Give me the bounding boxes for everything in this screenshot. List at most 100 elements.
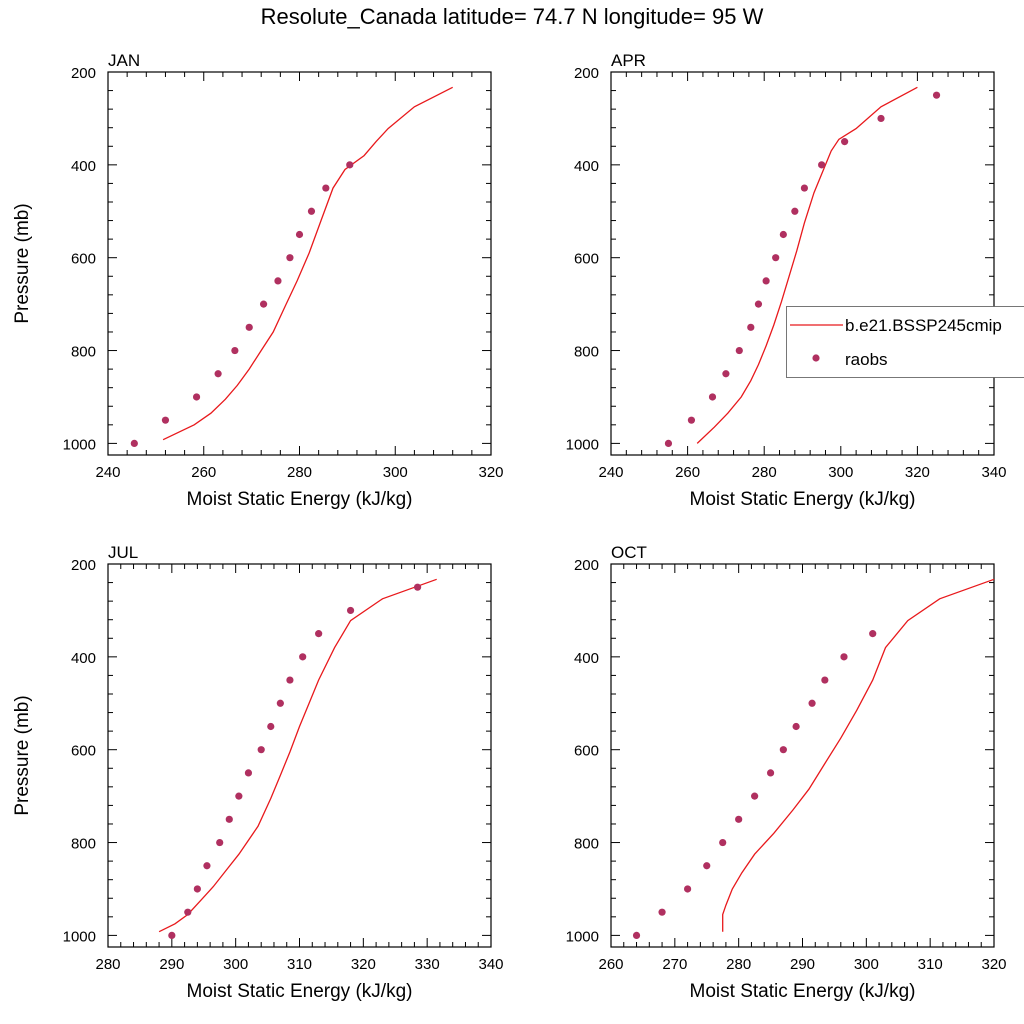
obs-marker bbox=[161, 416, 170, 424]
obs-marker bbox=[722, 370, 730, 378]
x-tick-label: 340 bbox=[981, 464, 1006, 481]
x-tick-label: 300 bbox=[383, 464, 408, 481]
x-axis-label: Moist Static Energy (kJ/kg) bbox=[187, 981, 413, 1002]
y-tick-label: 600 bbox=[574, 743, 599, 760]
x-axis-label: Moist Static Energy (kJ/kg) bbox=[690, 489, 916, 510]
obs-marker bbox=[184, 908, 192, 916]
obs-marker bbox=[754, 300, 763, 308]
x-tick-label: 240 bbox=[95, 464, 120, 481]
y-tick-label: 200 bbox=[574, 557, 599, 574]
series-line-model bbox=[696, 86, 918, 444]
x-tick-label: 320 bbox=[478, 464, 503, 481]
panel-label-jul: JUL bbox=[108, 543, 138, 562]
obs-marker bbox=[877, 114, 885, 123]
obs-marker bbox=[346, 161, 354, 169]
plot-frame bbox=[610, 563, 995, 948]
legend-label-obs: raobs bbox=[845, 350, 888, 369]
obs-marker bbox=[295, 230, 304, 239]
obs-marker bbox=[800, 184, 809, 192]
series-line-model bbox=[158, 578, 437, 933]
y-tick-label: 200 bbox=[574, 65, 599, 82]
obs-marker bbox=[245, 323, 253, 331]
x-tick-label: 280 bbox=[752, 464, 777, 481]
obs-marker bbox=[216, 838, 224, 847]
obs-marker bbox=[322, 184, 330, 192]
obs-marker bbox=[267, 722, 275, 731]
series-line-model bbox=[722, 578, 995, 932]
y-tick-label: 800 bbox=[574, 344, 599, 361]
x-tick-label: 310 bbox=[918, 956, 943, 973]
x-tick-label: 300 bbox=[223, 956, 248, 973]
y-tick-label: 600 bbox=[71, 251, 96, 268]
obs-marker bbox=[231, 346, 239, 355]
panel-jul: 280 290 300 310 320 330 340 200 400 600 800 1000 JUL… bbox=[12, 543, 504, 1002]
y-tick-label: 600 bbox=[574, 251, 599, 268]
y-tick-label: 600 bbox=[71, 743, 96, 760]
obs-marker bbox=[286, 254, 294, 262]
legend-label-model: b.e21.BSSP245cmip bbox=[845, 316, 1002, 335]
plot-frame bbox=[610, 71, 995, 456]
y-axis-label: Pressure (mb) bbox=[12, 203, 33, 323]
y-tick-label: 200 bbox=[71, 557, 96, 574]
panel-label-oct: OCT bbox=[611, 543, 647, 562]
panel-oct: 260 270 280 290 300 310 320 200 400 600 800 1000 OCT… bbox=[566, 543, 1007, 1002]
x-tick-label: 260 bbox=[598, 956, 623, 973]
y-tick-label: 1000 bbox=[63, 436, 96, 453]
obs-marker bbox=[658, 908, 666, 916]
obs-marker bbox=[286, 676, 294, 684]
obs-marker bbox=[257, 746, 265, 754]
obs-marker bbox=[684, 885, 692, 893]
obs-marker bbox=[869, 630, 877, 638]
obs-marker bbox=[818, 161, 826, 169]
obs-marker bbox=[315, 630, 323, 638]
y-tick-label: 800 bbox=[71, 344, 96, 361]
obs-marker bbox=[192, 393, 201, 401]
chart-title: Resolute_Canada latitude= 74.7 N longitu… bbox=[260, 4, 764, 29]
obs-marker bbox=[130, 439, 138, 447]
y-axis-label: Pressure (mb) bbox=[12, 695, 33, 815]
series-line-model bbox=[162, 86, 453, 441]
x-tick-label: 270 bbox=[662, 956, 687, 973]
obs-marker bbox=[664, 439, 673, 447]
x-tick-label: 260 bbox=[675, 464, 700, 481]
obs-marker bbox=[346, 606, 355, 615]
obs-marker bbox=[821, 676, 829, 684]
obs-marker bbox=[413, 583, 422, 591]
y-tick-label: 800 bbox=[574, 836, 599, 853]
obs-marker bbox=[932, 91, 941, 99]
obs-marker bbox=[687, 416, 696, 424]
y-tick-label: 400 bbox=[574, 158, 599, 175]
obs-marker bbox=[719, 838, 727, 847]
y-tick-label: 1000 bbox=[566, 436, 599, 453]
obs-marker bbox=[735, 815, 743, 823]
x-tick-label: 340 bbox=[478, 956, 503, 973]
x-tick-label: 280 bbox=[287, 464, 312, 481]
plot-frame bbox=[107, 563, 492, 948]
plot-frame bbox=[107, 71, 492, 456]
legend-box bbox=[786, 306, 1024, 378]
obs-marker bbox=[703, 862, 711, 870]
obs-marker bbox=[791, 207, 799, 215]
y-tick-label: 400 bbox=[71, 158, 96, 175]
obs-marker bbox=[747, 323, 755, 331]
legend: b.e21.BSSP245cmip raobs bbox=[786, 306, 1024, 378]
x-tick-label: 260 bbox=[191, 464, 216, 481]
obs-marker bbox=[708, 393, 717, 401]
x-tick-label: 290 bbox=[159, 956, 184, 973]
x-tick-label: 290 bbox=[790, 956, 815, 973]
legend-marker-swatch bbox=[812, 354, 820, 362]
x-axis-label: Moist Static Energy (kJ/kg) bbox=[187, 489, 413, 510]
obs-marker bbox=[299, 653, 307, 661]
panel-label-apr: APR bbox=[611, 51, 646, 70]
obs-marker bbox=[840, 653, 848, 661]
obs-marker bbox=[168, 931, 176, 939]
y-tick-label: 400 bbox=[71, 650, 96, 667]
y-tick-label: 200 bbox=[71, 65, 96, 82]
obs-marker bbox=[632, 931, 641, 939]
obs-marker bbox=[235, 792, 243, 800]
obs-marker bbox=[808, 699, 816, 707]
obs-marker bbox=[203, 862, 211, 870]
obs-marker bbox=[735, 346, 743, 355]
obs-marker bbox=[214, 370, 222, 378]
